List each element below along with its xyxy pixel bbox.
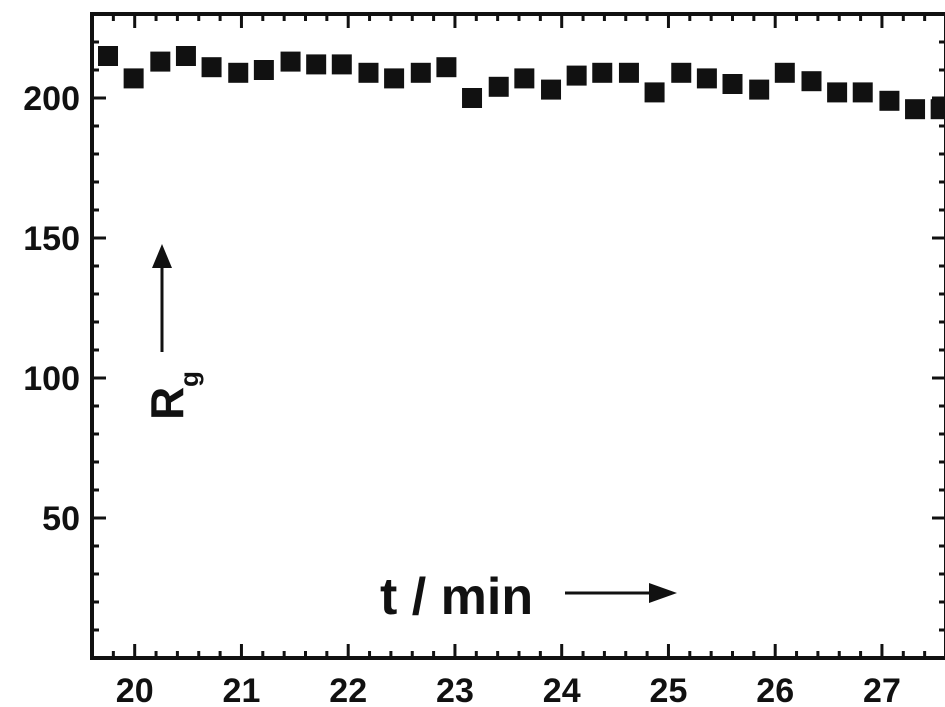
data-point (280, 51, 301, 72)
data-point (749, 79, 770, 100)
data-points (98, 46, 945, 120)
y-tick-label: 150 (23, 220, 80, 258)
y-axis-title: R g (141, 371, 204, 420)
x-axis-title: t / min (380, 568, 533, 626)
data-point (644, 82, 665, 103)
y-axis-arrow (152, 244, 172, 352)
x-tick-label: 25 (650, 672, 688, 707)
data-point (150, 51, 171, 72)
data-point (462, 88, 483, 108)
data-point (358, 62, 379, 83)
y-axis-title-main: R (141, 387, 193, 420)
data-point (123, 68, 144, 89)
x-axis-arrow (565, 583, 677, 603)
data-point (175, 46, 196, 66)
data-point (905, 99, 926, 120)
data-point (514, 68, 535, 89)
data-point (98, 46, 119, 66)
data-point (488, 76, 509, 97)
data-point (253, 60, 274, 80)
data-point (618, 62, 639, 83)
x-tick-label: 23 (436, 672, 474, 707)
data-point (566, 65, 587, 86)
data-point (541, 79, 562, 100)
data-point (696, 68, 717, 89)
x-tick-label: 21 (223, 672, 261, 707)
data-point (306, 54, 327, 75)
x-tick-label: 20 (116, 672, 154, 707)
data-point (801, 71, 822, 92)
data-point (930, 99, 945, 120)
x-tick-label: 24 (543, 672, 581, 707)
y-tick-label: 50 (42, 500, 80, 538)
data-point (410, 62, 431, 83)
data-point (852, 82, 873, 103)
y-tick-label: 100 (23, 360, 80, 398)
data-point (384, 68, 405, 89)
y-tick-label: 200 (23, 80, 80, 118)
tick-labels: 20 21 22 23 24 25 26 27 50 100 150 200 (23, 80, 901, 707)
plot-frame (90, 12, 945, 660)
data-point (879, 90, 900, 111)
data-point (331, 54, 352, 75)
x-tick-label: 26 (756, 672, 794, 707)
y-axis-title-subscript: g (174, 371, 204, 387)
data-point (774, 62, 795, 83)
plot-border (90, 12, 945, 660)
x-tick-label: 22 (329, 672, 367, 707)
data-point (722, 74, 743, 94)
data-point (201, 57, 222, 78)
data-point (436, 57, 457, 78)
axis-ticks (92, 14, 945, 658)
data-point (592, 62, 613, 83)
data-point (827, 82, 848, 103)
x-tick-label: 27 (863, 672, 901, 707)
data-point (671, 62, 692, 83)
data-point (228, 62, 249, 83)
